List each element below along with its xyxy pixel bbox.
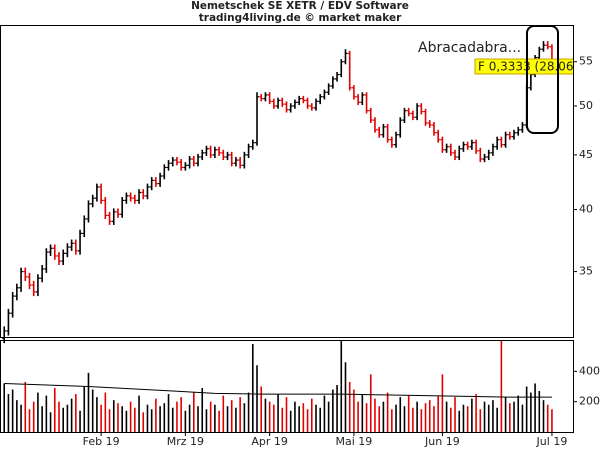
price-panel — [0, 25, 574, 338]
annotation: Abracadabra... — [418, 40, 521, 56]
x-tick-label: Apr 19 — [251, 435, 288, 448]
chart-title: Nemetschek SE XETR / EDV Software — [191, 0, 409, 12]
highlight-box — [526, 25, 559, 134]
y-tick-label: 55 — [579, 55, 593, 68]
y-tick-label: 40 — [579, 203, 593, 216]
y-tick-label: 200 — [579, 395, 600, 408]
y-tick-label: 400 — [579, 364, 600, 377]
x-tick-label: Jul 19 — [536, 435, 568, 448]
volume-panel — [0, 340, 574, 433]
y-tick-label: 50 — [579, 99, 593, 112]
y-tick-label: 35 — [579, 265, 593, 278]
price-label-group: F 0,3333 (28.06 — [474, 58, 574, 75]
y-tick-label: 45 — [579, 148, 593, 161]
price-label-box — [474, 58, 573, 75]
volume-average — [4, 382, 552, 398]
x-tick-label: Jun 19 — [424, 435, 460, 448]
chart-subtitle: trading4living.de © market maker — [199, 12, 402, 24]
x-tick-label: Mai 19 — [336, 435, 373, 448]
price-label: F 0,3333 (28.06 — [478, 60, 574, 74]
x-tick-label: Feb 19 — [83, 435, 120, 448]
x-tick-label: Mrz 19 — [167, 435, 204, 448]
